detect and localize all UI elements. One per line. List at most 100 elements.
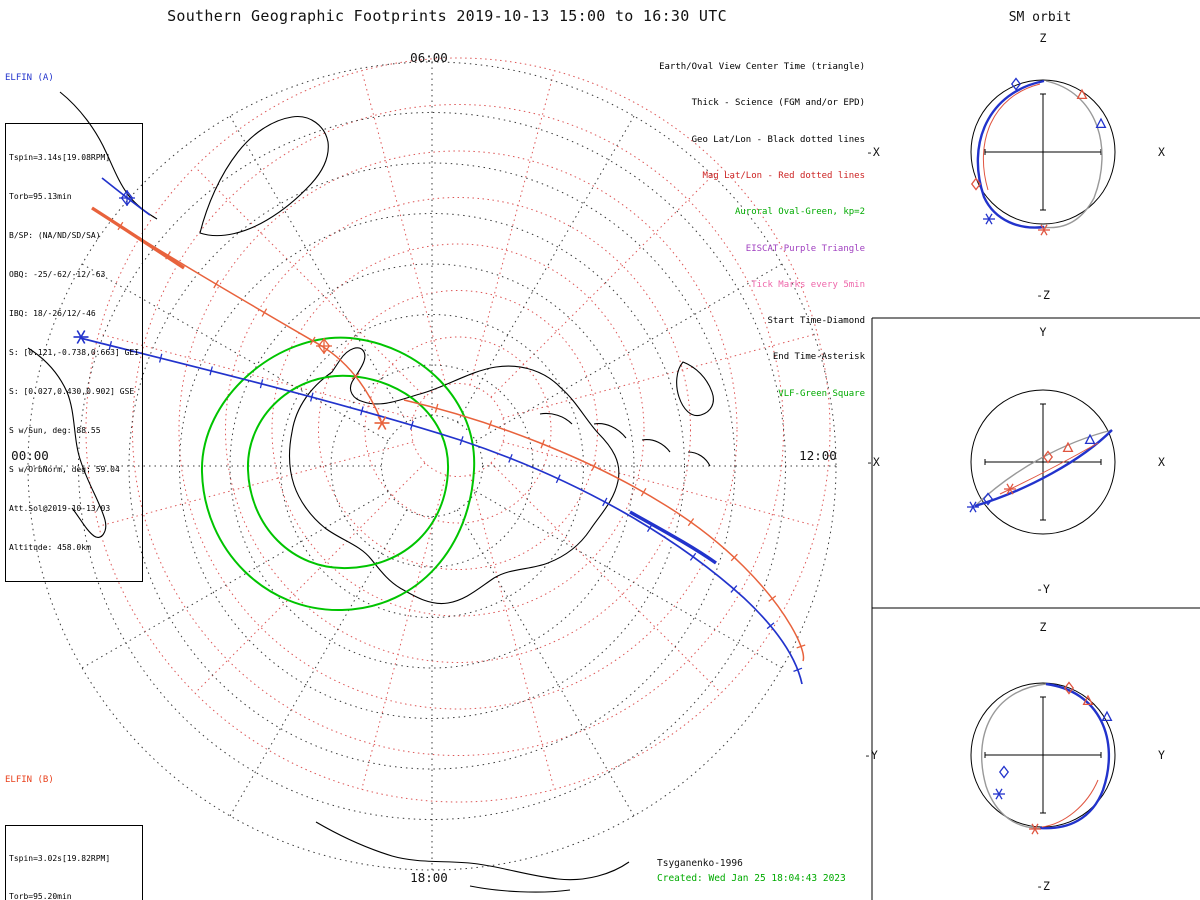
trajectory-tick-mark <box>793 667 803 673</box>
grid-radial-line <box>229 115 408 423</box>
sm-orbit-panels <box>871 77 1200 900</box>
elfin-a-info-line: S: [0.027,0.430,0.902] GSE <box>9 387 135 396</box>
trajectory-tick-mark <box>360 406 364 416</box>
elfin-b-end-asterisk-icon <box>1028 823 1042 835</box>
panel2-axis-bottom: -Y <box>1036 582 1050 596</box>
auroral-oval-inner <box>246 374 450 570</box>
trajectory-tick-mark <box>796 644 806 649</box>
panel2-axis-right: X <box>1158 455 1165 469</box>
trajectory-tick-mark <box>117 221 124 231</box>
grid-radial-line <box>229 509 408 817</box>
grid-radial-line <box>98 333 414 419</box>
island-1 <box>539 412 573 425</box>
elfin-b-orbit-arc-panel-1 <box>982 83 1041 191</box>
plot-title: Southern Geographic Footprints 2019-10-1… <box>167 7 727 25</box>
sm-orbit-title: SM orbit <box>1008 10 1072 25</box>
panel1-axis-left: -X <box>866 145 880 159</box>
elfin-b-info-block: ELFIN (B) Tspin=3.02s[19.82RPM] Torb=95.… <box>5 737 144 900</box>
grid-radial-line <box>469 70 555 386</box>
orbit-hidden-arc-panel-1 <box>1041 80 1103 229</box>
clock-label-top: 06:00 <box>410 50 448 65</box>
grid-radial-line <box>81 263 389 442</box>
trajectory-tick-mark <box>646 523 653 533</box>
trajectory-tick-mark <box>687 518 695 527</box>
panel3-axis-top: Z <box>1039 620 1047 634</box>
grid-radial-line <box>469 474 555 790</box>
geographic-grid <box>27 61 837 871</box>
elfin-b-footprint-segment-2 <box>403 399 805 662</box>
trajectory-tick-mark <box>259 379 264 389</box>
grid-radial-line <box>194 166 426 398</box>
trajectory-tick-mark <box>640 487 647 497</box>
grid-radial-line <box>361 70 447 386</box>
trajectory-tick-mark <box>165 251 171 260</box>
panel2-axis-left: -X <box>866 455 880 469</box>
model-label: Tsyganenko-1996 <box>657 858 743 869</box>
elfin-a-info-block: ELFIN (A) Tspin=3.14s[19.08RPM] Torb=95.… <box>5 35 144 601</box>
grid-radial-line <box>475 490 783 669</box>
legend-line: EISCAT-Purple Triangle <box>745 243 865 254</box>
elfin-b-info-line: Torb=95.20min <box>9 891 72 900</box>
grid-radial-line <box>490 462 722 694</box>
trajectory-tick-mark <box>209 366 213 376</box>
legend-line: Earth/Oval View Center Time (triangle) <box>659 62 865 73</box>
legend-line: VLF-Green Square <box>778 388 865 399</box>
grid-circle <box>229 263 635 669</box>
panel2-axis-top: Y <box>1039 325 1047 339</box>
legend-line: Mag Lat/Lon - Red dotted lines <box>702 171 865 182</box>
elfin-a-info-line: Torb=95.13min <box>9 192 72 201</box>
trajectory-tick-mark <box>488 420 493 430</box>
trajectory-tick-mark <box>540 439 545 449</box>
legend-line: Start Time-Diamond <box>767 316 865 327</box>
elfin-a-info-box: Tspin=3.14s[19.08RPM] Torb=95.13min B/SP… <box>5 123 144 582</box>
trajectory-tick-mark <box>409 420 414 430</box>
trajectory-tick-mark <box>508 453 513 463</box>
elfin-a-footprint-trajectory <box>79 177 803 685</box>
orbit-hidden-arc-panel-3 <box>981 683 1047 829</box>
trajectory-tick-mark <box>459 436 464 446</box>
grid-circle <box>364 336 552 524</box>
created-label: Created: Wed Jan 25 18:04:43 2023 <box>657 873 846 884</box>
south-america-coastline <box>27 347 107 538</box>
elfin-a-start-diamond-icon <box>999 765 1009 779</box>
panel3-axis-bottom: -Z <box>1036 879 1050 893</box>
trajectory-tick-mark <box>108 341 113 351</box>
elfin-a-view-center-triangle-icon <box>1095 118 1107 129</box>
trajectory-tick-mark <box>158 353 163 363</box>
elfin-b-info-line: Tspin=3.02s[19.82RPM] <box>9 853 111 863</box>
elfin-a-info-line: S: [0.121,-0.738,0.663] GEI <box>9 348 140 357</box>
trajectory-tick-mark <box>351 372 360 380</box>
trajectory-tick-mark <box>730 585 738 593</box>
elfin-b-footprint-trajectory <box>91 206 806 662</box>
grid-radial-line <box>456 115 635 423</box>
axis-crosshairs <box>984 93 1102 814</box>
panel3-axis-left: -Y <box>864 748 878 762</box>
grid-radial-line <box>98 441 414 527</box>
panel1-axis-top: Z <box>1039 31 1047 45</box>
trajectory-tick-mark <box>434 403 439 413</box>
clock-label-left: 00:00 <box>11 448 49 463</box>
legend: Earth/Oval View Center Time (triangle) T… <box>500 37 865 412</box>
trajectory-tick-mark <box>768 595 777 602</box>
elfin-a-info-line: S w/OrbNorm, deg: 59.04 <box>9 465 120 474</box>
elfin-b-info-box: Tspin=3.02s[19.82RPM] Torb=95.20min B/SP… <box>5 825 144 900</box>
elfin-a-end-asterisk-icon <box>982 213 996 225</box>
earth-disk-panel-2 <box>970 389 1116 535</box>
legend-line: Tick Marks every 5min <box>751 279 865 290</box>
elfin-a-info-line: Att.Sol@2019-10-13/03 <box>9 504 111 513</box>
elfin-b-orbit-arc-panel-2 <box>999 442 1099 495</box>
trajectory-tick-mark <box>730 553 738 562</box>
grid-radial-line <box>475 263 783 442</box>
grid-radial-line <box>502 441 818 527</box>
coastline-bottom-2 <box>469 885 571 893</box>
trajectory-tick-mark <box>689 552 697 561</box>
clock-label-right: 12:00 <box>799 448 837 463</box>
grid-radial-line <box>456 509 635 817</box>
panel1-axis-right: X <box>1158 145 1165 159</box>
coastline-top-center <box>199 116 329 237</box>
grid-circle <box>179 213 685 719</box>
elfin-a-view-center-triangle-icon <box>1084 434 1096 445</box>
grid-circle <box>280 314 584 618</box>
elfin-a-info-line: IBQ: 18/-26/12/-46 <box>9 309 96 318</box>
